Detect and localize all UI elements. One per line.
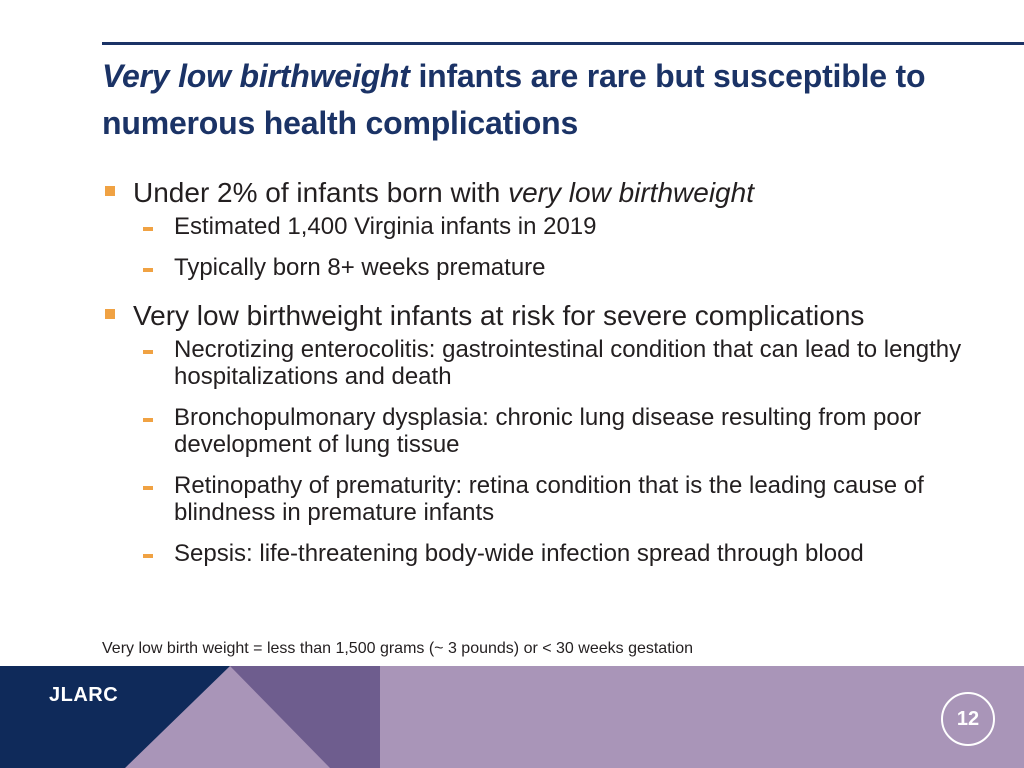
sub-bullet-item: Bronchopulmonary dysplasia: chronic lung…: [133, 404, 982, 458]
jlarc-logo: JLARC: [49, 684, 119, 706]
sub-bullet-list: Necrotizing enterocolitis: gastrointesti…: [133, 336, 982, 567]
sub-bullet-text: Retinopathy of prematurity: retina condi…: [174, 472, 924, 526]
page-number-badge: 12: [941, 692, 995, 746]
sub-bullet-item: Necrotizing enterocolitis: gastrointesti…: [133, 336, 982, 390]
sub-bullet-item: Typically born 8+ weeks premature: [133, 254, 982, 281]
bullet-item: Very low birthweight infants at risk for…: [102, 299, 982, 567]
sub-bullet-item: Estimated 1,400 Virginia infants in 2019: [133, 213, 982, 240]
footer-navy-shape: [0, 666, 230, 768]
slide-title-rest: infants are rare but susceptible to nume…: [102, 58, 926, 141]
sub-bullet-text: Necrotizing enterocolitis: gastrointesti…: [174, 336, 962, 390]
dash-bullet-icon: [143, 418, 153, 422]
sub-bullet-list: Estimated 1,400 Virginia infants in 2019…: [133, 213, 982, 281]
square-bullet-icon: [105, 309, 115, 319]
dash-bullet-icon: [143, 227, 153, 231]
footnote: Very low birth weight = less than 1,500 …: [102, 640, 693, 657]
dash-bullet-icon: [143, 554, 153, 558]
sub-bullet-text: Estimated 1,400 Virginia infants in 2019: [174, 213, 597, 240]
sub-bullet-text: Typically born 8+ weeks premature: [174, 254, 546, 281]
bullet-item: Under 2% of infants born with very low b…: [102, 176, 982, 281]
sub-bullet-text: Bronchopulmonary dysplasia: chronic lung…: [174, 404, 922, 458]
slide-title: Very low birthweight infants are rare bu…: [102, 53, 982, 147]
footer-dark-purple-shape: [230, 666, 380, 768]
sub-bullet-item: Retinopathy of prematurity: retina condi…: [133, 472, 982, 526]
dash-bullet-icon: [143, 268, 153, 272]
title-rule: [102, 42, 1024, 45]
bullet-text-italic: very low birthweight: [508, 177, 754, 208]
footer-graphic: [0, 666, 380, 768]
sub-bullet-text: Sepsis: life-threatening body-wide infec…: [174, 540, 864, 567]
square-bullet-icon: [105, 186, 115, 196]
footer-band: JLARC 12: [0, 666, 1024, 768]
bullet-text: Very low birthweight infants at risk for…: [133, 300, 865, 331]
dash-bullet-icon: [143, 486, 153, 490]
bullet-list: Under 2% of infants born with very low b…: [102, 176, 982, 567]
page-number: 12: [956, 707, 980, 730]
dash-bullet-icon: [143, 350, 153, 354]
bullet-text: Under 2% of infants born with: [133, 177, 509, 208]
sub-bullet-item: Sepsis: life-threatening body-wide infec…: [133, 540, 982, 567]
slide-title-italic: Very low birthweight: [102, 58, 410, 94]
